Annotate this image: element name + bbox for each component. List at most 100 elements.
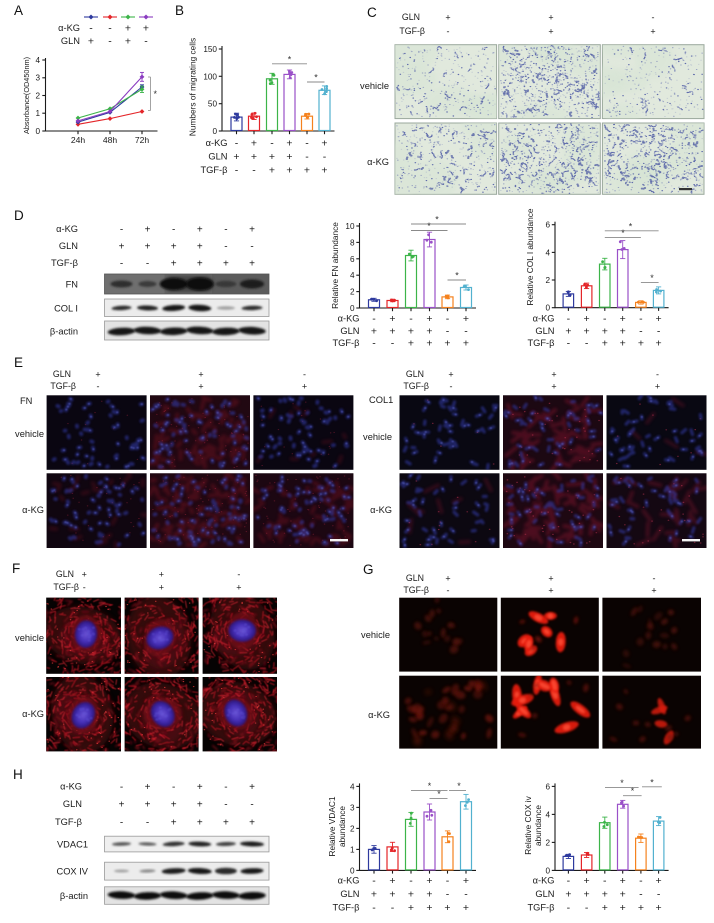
- svg-text:Relative FN abundance: Relative FN abundance: [330, 222, 340, 309]
- svg-text:β-actin: β-actin: [50, 327, 78, 337]
- svg-text:-: -: [305, 137, 309, 149]
- svg-text:TGF-β: TGF-β: [332, 338, 359, 348]
- svg-text:+: +: [602, 902, 608, 914]
- svg-text:-: -: [653, 574, 656, 584]
- svg-text:-: -: [303, 370, 306, 380]
- svg-text:+: +: [82, 570, 87, 580]
- svg-text:+: +: [656, 875, 662, 887]
- svg-text:-: -: [567, 902, 571, 914]
- svg-text:+: +: [145, 224, 151, 235]
- svg-text:-: -: [372, 313, 376, 325]
- svg-text:+: +: [371, 888, 377, 900]
- svg-text:E: E: [14, 355, 23, 370]
- svg-text:TGF-β: TGF-β: [50, 381, 76, 391]
- svg-text:-: -: [603, 313, 607, 325]
- svg-text:+: +: [269, 164, 275, 176]
- svg-text:+: +: [655, 382, 660, 392]
- svg-text:GLN: GLN: [402, 12, 420, 22]
- svg-text:-: -: [372, 337, 376, 349]
- svg-text:*: *: [621, 228, 625, 238]
- svg-text:TGF-β: TGF-β: [403, 381, 429, 391]
- svg-text:+: +: [602, 325, 608, 337]
- svg-text:+: +: [602, 888, 608, 900]
- svg-text:2: 2: [350, 824, 355, 833]
- svg-text:2: 2: [35, 91, 40, 100]
- svg-text:4: 4: [350, 271, 355, 280]
- svg-text:+: +: [426, 875, 432, 887]
- svg-text:-: -: [97, 382, 100, 392]
- svg-text:+: +: [321, 164, 327, 176]
- svg-text:-: -: [657, 325, 661, 337]
- svg-text:+: +: [426, 902, 432, 914]
- svg-text:+: +: [145, 241, 151, 252]
- svg-text:GLN: GLN: [535, 326, 554, 336]
- svg-text:α-KG: α-KG: [22, 505, 44, 515]
- svg-text:GLN: GLN: [406, 573, 424, 583]
- svg-text:+: +: [426, 337, 432, 349]
- svg-text:+: +: [249, 817, 255, 828]
- svg-text:F: F: [12, 561, 20, 576]
- svg-text:α-KG: α-KG: [338, 314, 360, 324]
- svg-text:FN: FN: [20, 396, 32, 406]
- svg-text:+: +: [551, 382, 556, 392]
- svg-text:+: +: [197, 224, 203, 235]
- svg-text:+: +: [620, 313, 626, 325]
- svg-text:GLN: GLN: [535, 889, 554, 899]
- svg-text:+: +: [125, 23, 131, 35]
- svg-text:*: *: [154, 89, 158, 99]
- svg-text:+: +: [389, 313, 395, 325]
- svg-text:TGF-β: TGF-β: [332, 903, 359, 913]
- svg-text:+: +: [197, 817, 203, 828]
- svg-text:-: -: [639, 875, 643, 887]
- svg-text:+: +: [251, 137, 257, 149]
- svg-text:-: -: [108, 36, 112, 48]
- svg-text:α-KG: α-KG: [338, 876, 360, 886]
- svg-text:10: 10: [345, 222, 355, 231]
- svg-text:+: +: [548, 27, 553, 37]
- svg-text:+: +: [584, 313, 590, 325]
- svg-text:-: -: [224, 224, 227, 235]
- svg-text:α-KG: α-KG: [56, 224, 78, 234]
- svg-text:-: -: [120, 224, 123, 235]
- svg-text:-: -: [446, 875, 450, 887]
- svg-text:-: -: [639, 313, 643, 325]
- svg-text:*: *: [629, 221, 633, 231]
- svg-text:GLN: GLN: [63, 799, 82, 809]
- svg-text:+: +: [223, 258, 229, 269]
- svg-text:Relative COL I abundance: Relative COL I abundance: [525, 208, 535, 305]
- svg-text:6: 6: [545, 221, 550, 230]
- svg-text:+: +: [198, 382, 203, 392]
- svg-text:6: 6: [545, 782, 550, 791]
- svg-text:*: *: [631, 786, 635, 796]
- svg-text:vehicle: vehicle: [360, 81, 389, 91]
- svg-text:4: 4: [545, 248, 550, 257]
- svg-text:3: 3: [350, 803, 355, 812]
- svg-text:-: -: [235, 164, 239, 176]
- svg-text:*: *: [650, 777, 654, 787]
- svg-text:COL I: COL I: [54, 304, 78, 314]
- svg-text:0: 0: [350, 304, 355, 313]
- svg-text:+: +: [171, 799, 177, 810]
- svg-text:+: +: [159, 583, 164, 593]
- svg-text:+: +: [171, 817, 177, 828]
- svg-text:3: 3: [35, 74, 40, 83]
- svg-text:FN: FN: [66, 280, 78, 290]
- svg-text:+: +: [236, 583, 241, 593]
- svg-text:Numbers of migrating cells: Numbers of migrating cells: [188, 38, 198, 136]
- svg-text:+: +: [321, 137, 327, 149]
- svg-text:-: -: [585, 902, 589, 914]
- svg-text:-: -: [224, 799, 227, 810]
- svg-text:+: +: [389, 888, 395, 900]
- svg-text:vehicle: vehicle: [15, 633, 44, 643]
- svg-text:-: -: [585, 337, 589, 349]
- svg-text:-: -: [447, 27, 450, 37]
- svg-text:Relative COX iv: Relative COX iv: [523, 795, 533, 854]
- svg-text:+: +: [620, 875, 626, 887]
- svg-text:+: +: [444, 902, 450, 914]
- svg-text:2: 2: [350, 288, 355, 297]
- svg-text:α-KG: α-KG: [22, 709, 44, 719]
- svg-text:+: +: [651, 586, 656, 596]
- svg-text:α-KG: α-KG: [370, 505, 392, 515]
- svg-text:-: -: [224, 782, 227, 793]
- svg-text:150: 150: [203, 45, 217, 54]
